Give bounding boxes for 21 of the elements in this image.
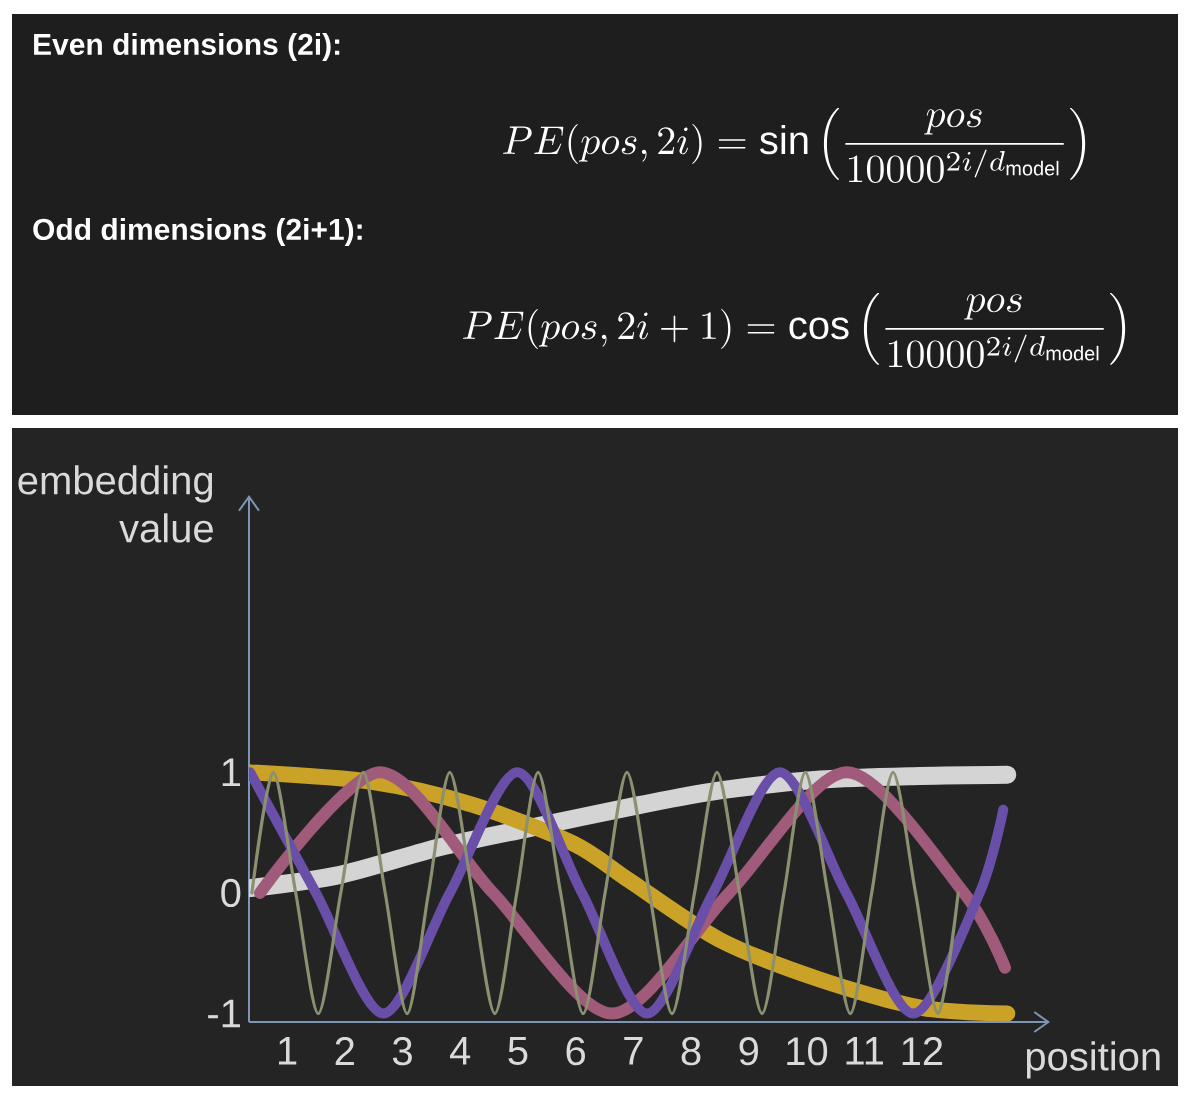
text: Odd dimensions (2i+1):	[33, 218, 362, 246]
x-tick-label: 9	[739, 1037, 758, 1066]
x-axis-title: position	[1026, 1041, 1160, 1079]
text: $PE(pos, 2i) = \sin\left(\frac{pos}{10000^{2i/d_{\mathrm{model}}}}\right)$	[503, 107, 1086, 183]
x-tick-label: 4	[450, 1037, 471, 1065]
x-tick-label: 11	[846, 1037, 883, 1065]
x-tick-label: 8	[681, 1037, 701, 1066]
x-tick-label: 1	[279, 1037, 297, 1065]
x-tick-label: 10	[787, 1037, 828, 1066]
x-tick-label: 3	[392, 1037, 412, 1066]
y-axis-title: embedding value	[18, 465, 213, 543]
text: $PE(pos, 2i+1) = \cos\left(\frac{pos}{10000^{2i/d_{\mathrm{model}}}}\right)$	[463, 292, 1126, 368]
y-tick-label: 0	[221, 878, 241, 908]
text: Even dimensions (2i):	[34, 33, 340, 61]
y-tick-label: -1	[208, 999, 240, 1028]
x-tick-label: 6	[566, 1037, 585, 1066]
x-tick-label: 7	[624, 1037, 643, 1065]
y-tick-label: 1	[222, 758, 240, 787]
x-tick-label: 2	[335, 1037, 354, 1065]
x-tick-label: 12	[902, 1037, 943, 1065]
x-tick-label: 5	[508, 1037, 528, 1065]
